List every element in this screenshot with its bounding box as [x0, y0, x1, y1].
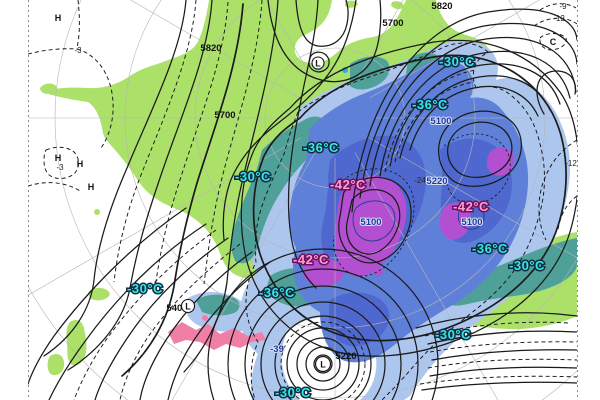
- temp-label: -30°C: [435, 327, 471, 342]
- temp-label: -30°C: [275, 385, 311, 400]
- temp-label: -36°C: [303, 140, 339, 155]
- temp-label: -30°C: [127, 281, 163, 296]
- low-marker: L: [185, 302, 191, 312]
- height-label-blue: 5100: [461, 217, 482, 228]
- height-label: 5400: [166, 303, 187, 314]
- temp-label: -36°C: [259, 285, 295, 300]
- contour-value-label: -24: [414, 176, 426, 185]
- contour-value-label: -12: [553, 14, 565, 23]
- low-marker-circle: [180, 298, 196, 314]
- height-label: 5820: [200, 43, 221, 54]
- temp-label: -30°C: [439, 54, 475, 69]
- temp-label: -36°C: [472, 241, 508, 256]
- low-marker: L: [315, 59, 321, 69]
- temp-contour-label: -39: [270, 344, 284, 355]
- low-marker: L: [320, 360, 326, 370]
- low-marker-circle: [311, 56, 325, 70]
- height-label: 5220: [335, 351, 356, 362]
- temp-label-cold: -42°C: [330, 177, 366, 192]
- height-label: 5700: [382, 18, 403, 29]
- contour-value-label: -12: [565, 159, 577, 168]
- high-marker: H: [55, 13, 62, 23]
- high-marker: H: [88, 182, 95, 192]
- height-contours: [28, 0, 577, 400]
- contour-value-label: -3: [56, 163, 64, 172]
- temp-label-cold: -42°C: [453, 199, 489, 214]
- contour-value-label: -9: [559, 2, 567, 11]
- cold-center-marker: C: [550, 37, 557, 47]
- contour-value-label: -3: [74, 46, 82, 55]
- map-labels: 5820 5820 5700 5700 5220 5400 5100 5100 …: [55, 1, 577, 400]
- high-marker: H: [55, 153, 62, 163]
- height-label-blue: 5100: [360, 217, 381, 228]
- temp-label: -30°C: [235, 169, 271, 184]
- height-label-blue: 5100: [430, 116, 451, 127]
- height-label: 5700: [214, 110, 235, 121]
- temp-label-cold: -42°C: [293, 252, 329, 267]
- high-marker: H: [77, 159, 84, 169]
- height-label: 5820: [431, 1, 452, 12]
- temp-label: -30°C: [509, 258, 545, 273]
- low-marker-circle: [314, 355, 332, 373]
- height-label-blue: 5220: [426, 176, 447, 187]
- temp-label: -36°C: [412, 97, 448, 112]
